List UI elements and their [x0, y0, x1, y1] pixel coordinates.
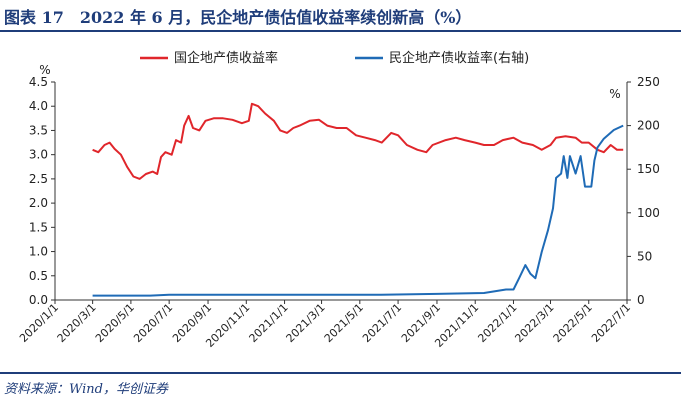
x-tick-label: 2021/5/1	[322, 301, 366, 345]
chart: 0.0 0.5 1.0 1.5 2.0 2.5 3.0 3.5 4.0 4.5% 0 50 100 150…	[17, 50, 660, 350]
left-tick-label: 0.0	[29, 293, 48, 307]
x-tick-label: 2022/5/1	[551, 301, 595, 345]
x-tick-label: 2022/7/1	[589, 301, 633, 345]
legend-label-0: 国企地产债收益率	[174, 50, 278, 66]
right-tick-label: 50	[637, 249, 652, 263]
right-tick-label: 100	[637, 206, 660, 220]
x-tick-label: 2021/3/1	[284, 301, 328, 345]
left-tick-label: 2.0	[29, 196, 48, 210]
title-bar	[0, 0, 681, 32]
x-tick-label: 2020/7/1	[131, 301, 175, 345]
right-tick-label: 200	[637, 119, 660, 133]
left-tick-label: 2.5	[29, 172, 48, 186]
right-tick-label: 150	[637, 162, 660, 176]
left-tick-label: 3.0	[29, 148, 48, 162]
series-line-0	[92, 102, 624, 180]
right-tick-label: 0	[637, 293, 645, 307]
left-tick-label: 1.0	[29, 245, 48, 259]
x-tick-label: 2020/3/1	[55, 301, 99, 345]
axes: 0.0 0.5 1.0 1.5 2.0 2.5 3.0 3.5 4.0 4.5% 0 50 100 150…	[17, 63, 660, 350]
x-tick-label: 2021/1/1	[247, 301, 291, 345]
legend-label-1: 民企地产债收益率(右轴)	[389, 50, 529, 66]
x-tick-label: 2020/5/1	[93, 301, 137, 345]
left-tick-label: 1.5	[29, 220, 48, 234]
left-axis-label: %	[39, 63, 50, 77]
series-line-1	[92, 124, 624, 297]
source-note: 资料来源：Wind，华创证券	[4, 382, 168, 397]
right-tick-label: 250	[637, 75, 660, 89]
x-tick-label: 2022/3/1	[512, 301, 556, 345]
series-lines	[92, 102, 624, 297]
left-tick-label: 4.0	[29, 99, 48, 113]
chart-title: 图表 17 2022 年 6 月，民企地产债估值收益率续创新高（%）	[4, 8, 472, 27]
left-tick-label: 3.5	[29, 123, 48, 137]
right-axis-label: %	[609, 87, 620, 101]
left-tick-label: 4.5	[29, 75, 48, 89]
x-tick-label: 2021/7/1	[360, 301, 404, 345]
left-tick-label: 0.5	[29, 269, 48, 283]
legend: 国企地产债收益率 民企地产债收益率(右轴)	[140, 50, 529, 66]
x-tick-label: 2022/1/1	[475, 301, 519, 345]
source-divider	[0, 372, 681, 374]
x-tick-label: 2020/1/1	[17, 301, 61, 345]
